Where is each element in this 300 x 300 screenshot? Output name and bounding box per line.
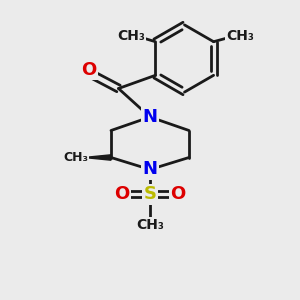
Text: O: O bbox=[171, 185, 186, 203]
Text: N: N bbox=[142, 160, 158, 178]
Text: N: N bbox=[142, 108, 158, 126]
Text: CH₃: CH₃ bbox=[63, 151, 88, 164]
Polygon shape bbox=[84, 155, 111, 160]
Text: CH₃: CH₃ bbox=[136, 218, 164, 232]
Text: S: S bbox=[143, 185, 157, 203]
Text: O: O bbox=[81, 61, 96, 79]
Text: CH₃: CH₃ bbox=[226, 29, 254, 43]
Text: CH₃: CH₃ bbox=[118, 29, 145, 43]
Text: O: O bbox=[114, 185, 129, 203]
